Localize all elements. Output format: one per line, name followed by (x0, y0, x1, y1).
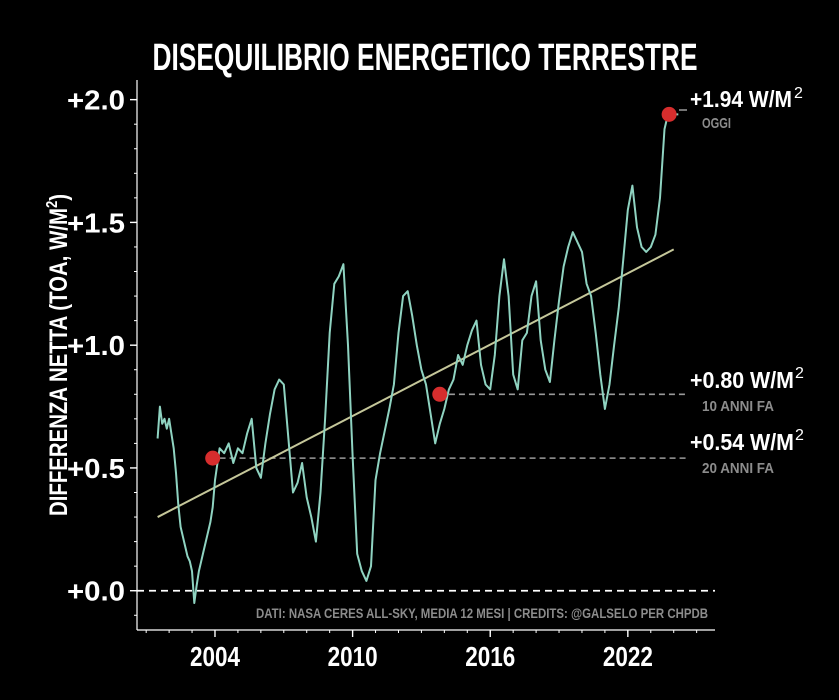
marker-point (205, 450, 221, 466)
trend-line-group (157, 248, 675, 518)
trend-line (157, 248, 675, 518)
y-tick-label: +1.5 (67, 207, 125, 238)
annotation-today-value: +1.94 W/M (690, 86, 792, 112)
x-tick-label: 2010 (328, 641, 378, 672)
series-line (156, 108, 679, 604)
annotation-20-years-label: 20 ANNI FA (702, 460, 774, 477)
x-tick-label: 2022 (603, 641, 653, 672)
chart-title: DISEQUILIBRIO ENERGETICO TERRESTRE (153, 37, 698, 79)
annotation-10-years-value: +0.80 W/M (690, 367, 794, 393)
annotation-today-label: OGGI (702, 115, 731, 132)
annotation-20-years: +0.54 W/M 2 20 ANNI FA (690, 427, 804, 477)
marker-point (432, 386, 448, 402)
y-axis-label: DIFFERENZA NETTA (TOA, W/M2) (44, 194, 73, 516)
annotation-10-years-sup: 2 (795, 365, 804, 382)
y-tick-label: +2.0 (67, 85, 125, 116)
x-tick-label: 2016 (465, 641, 515, 672)
annotation-10-years-label: 10 ANNI FA (702, 398, 774, 415)
markers-group (205, 106, 677, 466)
y-axis-label-end: ) (45, 194, 73, 201)
y-axis-label-main: DIFFERENZA NETTA (TOA, W/M (45, 208, 73, 516)
source-credit: DATI: NASA CERES ALL-SKY, MEDIA 12 MESI … (256, 605, 708, 621)
annotation-20-years-value: +0.54 W/M (690, 429, 794, 455)
series-group (156, 108, 679, 604)
y-tick-label: +1.0 (67, 330, 125, 361)
annotation-today: +1.94 W/M 2 OGGI (679, 85, 803, 132)
reference-lines (137, 393, 715, 592)
x-tick-label: 2004 (190, 641, 240, 672)
y-axis-label-sup: 2 (44, 201, 61, 208)
axes: +0.0 +0.5 +1.0 +1.5 +2.0 2004 2010 2016 2022 (67, 80, 715, 672)
y-tick-label: +0.0 (67, 576, 125, 607)
annotation-20-years-sup: 2 (795, 427, 804, 444)
y-tick-label: +0.5 (67, 453, 125, 484)
marker-point (661, 106, 677, 122)
annotation-today-sup: 2 (794, 85, 803, 102)
annotation-10-years: +0.80 W/M 2 10 ANNI FA (690, 365, 804, 415)
